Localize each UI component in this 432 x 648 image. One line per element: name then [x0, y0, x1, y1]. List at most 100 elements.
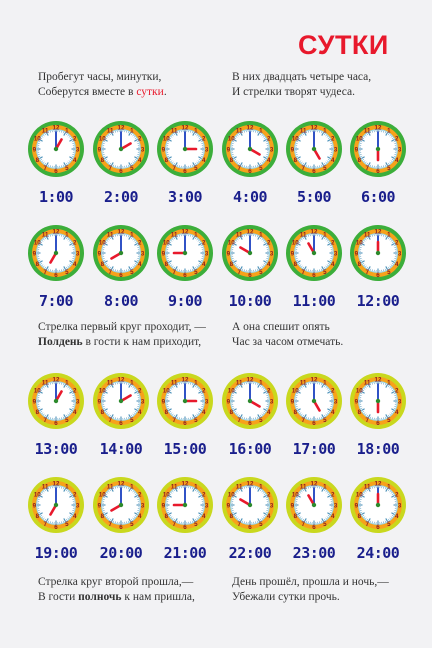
clock-hub	[375, 250, 381, 256]
clock-tick	[196, 413, 198, 416]
clock-tick	[126, 417, 128, 420]
clock-tick	[366, 162, 369, 165]
clock-tick	[67, 265, 69, 268]
clock-tick	[295, 394, 298, 396]
clock-numeral: 12	[247, 377, 254, 384]
clock-tick	[319, 130, 321, 133]
clock-tick	[168, 512, 172, 515]
clock-tick	[390, 136, 393, 138]
clock-numeral: 6	[248, 168, 252, 175]
clock-tick	[175, 162, 178, 166]
clock-tick	[389, 490, 391, 493]
clock-tick	[238, 266, 241, 269]
clock-numeral: 2	[73, 492, 77, 499]
clock-tick	[170, 264, 173, 266]
time-label: 14:00	[99, 440, 143, 458]
clock-tick	[48, 383, 50, 386]
clock-tick	[198, 410, 201, 413]
clock-tick	[72, 154, 75, 156]
clock-tick	[68, 492, 71, 494]
verse-line: Час за часом отмечать.	[232, 336, 344, 348]
clock-tick	[235, 412, 238, 414]
clock-numeral: 1	[387, 380, 391, 387]
clock-tick	[390, 492, 393, 494]
clock-numeral: 7	[172, 165, 176, 172]
clock-tick	[166, 154, 169, 156]
clock-numeral: 7	[172, 417, 176, 424]
clock-tick	[301, 265, 303, 268]
clock-hub	[247, 250, 253, 256]
clock-tick	[194, 385, 197, 388]
clock-tick	[43, 490, 45, 493]
clock-tick	[201, 246, 204, 248]
clock-tick	[72, 142, 75, 144]
clock-tick	[167, 141, 170, 143]
clock-tick	[235, 264, 238, 266]
clock-tick	[307, 130, 309, 133]
clock-tick	[137, 406, 140, 408]
clock-tick	[330, 498, 333, 500]
clock-tick	[263, 137, 266, 140]
clock-tick	[67, 490, 69, 493]
clock-tick	[319, 382, 321, 385]
clock-tick	[295, 498, 298, 500]
clock-tick	[299, 412, 302, 414]
clock-tick	[385, 266, 388, 270]
clock-tick	[72, 498, 75, 500]
clock-numeral: 3	[398, 146, 402, 153]
verse-text: В гости	[38, 591, 79, 603]
clock-tick	[128, 518, 131, 522]
clock-tick	[167, 511, 170, 513]
clock-numeral: 7	[365, 269, 369, 276]
clock-tick	[198, 512, 202, 515]
clock-tick	[385, 488, 388, 492]
clock-numeral: 8	[101, 513, 105, 520]
clock-tick	[172, 517, 174, 520]
clock-tick	[169, 241, 172, 244]
clock-tick	[177, 268, 179, 271]
clock-tick	[387, 489, 390, 492]
clock-tick	[104, 139, 108, 142]
clock-tick	[320, 487, 322, 490]
clock-tick	[368, 162, 371, 166]
clock-tick	[390, 160, 393, 162]
clock-tick	[61, 234, 63, 237]
clock-tick	[265, 497, 268, 499]
clock-tick	[166, 406, 169, 408]
clock-tick	[44, 414, 47, 417]
clock-numeral: 4	[395, 261, 399, 268]
clock-numeral: 4	[267, 261, 271, 268]
clock-tick	[68, 516, 71, 518]
clock-numeral: 9	[162, 398, 166, 405]
clock-tick	[366, 237, 369, 240]
clock-tick	[295, 246, 298, 248]
clock-tick	[111, 518, 114, 522]
clock-numeral: 12	[182, 125, 189, 132]
clock-tick	[172, 413, 174, 416]
clock-numeral: 12	[311, 229, 318, 236]
clock-tick	[71, 245, 74, 247]
clock-numeral: 6	[183, 524, 187, 531]
clock-tick	[234, 158, 237, 161]
clock-tick	[61, 486, 63, 489]
clock-tick	[306, 487, 308, 490]
clock-numeral: 10	[34, 492, 41, 499]
clock-tick	[261, 517, 263, 520]
clock-tick	[130, 518, 133, 521]
clock-tick	[329, 259, 332, 261]
clock-tick	[108, 134, 110, 137]
highlight-word: сутки	[136, 86, 164, 98]
clock-tick	[200, 155, 203, 157]
clock-tick	[106, 240, 109, 242]
clock-tick	[63, 518, 66, 522]
clock-tick	[38, 259, 41, 261]
clock-tick	[63, 236, 66, 240]
time-label: 2:00	[103, 188, 139, 206]
clock-tick	[394, 154, 397, 156]
clock-tick	[259, 489, 262, 492]
clock-tick	[366, 266, 369, 269]
clock-tick	[63, 488, 66, 492]
